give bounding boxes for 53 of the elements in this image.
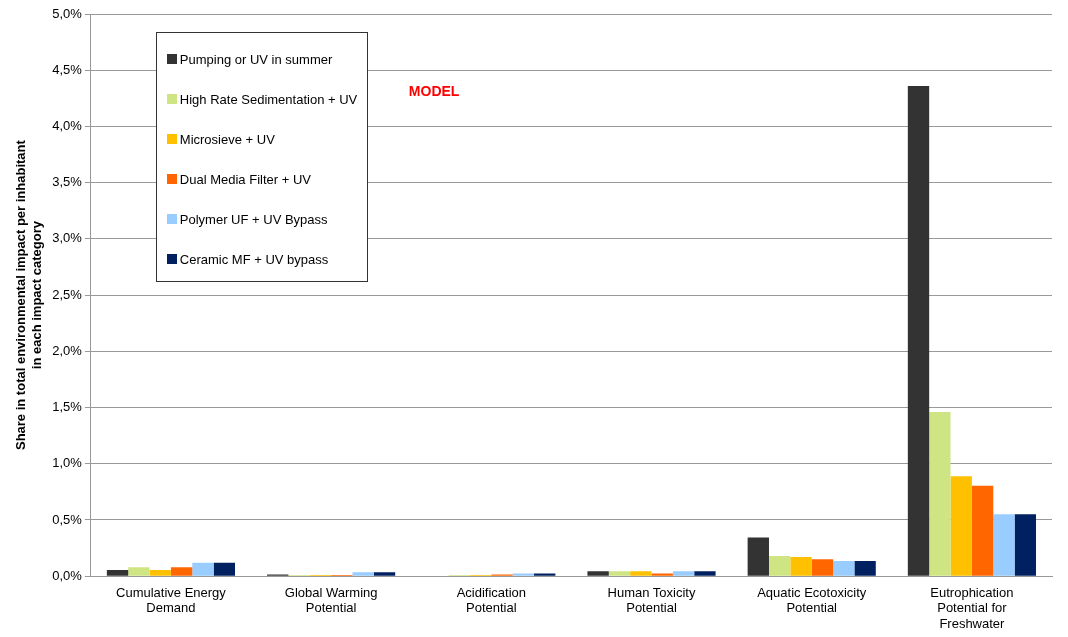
x-tick-label: Global Warming Potential (284, 584, 378, 616)
x-tick-label: Acidification Potential (456, 584, 527, 616)
y-tick-label: 0,5% (52, 511, 83, 527)
x-tick-label: Aquatic Ecotoxicity Potential (757, 584, 867, 616)
y-tick-label: 4,0% (52, 118, 83, 134)
bar (534, 573, 556, 576)
legend-label: Polymer UF + UV Bypass (179, 211, 328, 227)
y-tick-label: 1,5% (52, 399, 83, 415)
bar (833, 561, 855, 576)
bar (854, 561, 876, 576)
legend-label: Ceramic MF + UV bypass (179, 251, 329, 267)
y-axis-title: Share in total environmental impact per inhabitant in each impact category (13, 139, 44, 451)
bar (790, 557, 812, 576)
bar (106, 569, 129, 576)
bar (128, 567, 150, 576)
y-tick-label: 4,5% (52, 61, 83, 77)
bar (149, 569, 171, 576)
bar (768, 555, 791, 576)
y-tick-label: 1,0% (52, 455, 83, 471)
y-tick-label: 5,0% (52, 5, 83, 21)
bar (811, 559, 834, 576)
bar (672, 571, 695, 576)
bar (1014, 514, 1036, 576)
bar (651, 573, 673, 576)
legend-label: Pumping or UV in summer (179, 51, 333, 67)
legend-label: Dual Media Filter + UV (179, 171, 311, 187)
y-tick-label: 2,0% (52, 342, 83, 358)
bar (993, 514, 1015, 576)
legend-label: High Rate Sedimentation + UV (179, 91, 358, 107)
bar (747, 537, 769, 576)
bar (352, 572, 374, 576)
x-tick-label: Human Toxicity Potential (607, 584, 696, 616)
x-tick-label: Eutrophication Potential for Freshwater (930, 584, 1014, 631)
bar (373, 572, 396, 576)
y-tick-label: 3,0% (52, 230, 83, 246)
bar (694, 571, 716, 576)
bar (587, 571, 609, 576)
bar (907, 85, 930, 576)
bar (192, 562, 214, 576)
bar (929, 412, 951, 576)
bar (512, 573, 535, 576)
annotation: MODEL (408, 82, 460, 99)
y-tick-label: 2,5% (52, 286, 83, 302)
bar (971, 485, 994, 576)
y-tick-label: 0,0% (52, 567, 83, 583)
bar (630, 571, 652, 576)
bar (608, 571, 631, 576)
legend-label: Microsieve + UV (179, 131, 275, 147)
bar (213, 562, 236, 576)
bar (950, 476, 972, 576)
bar (170, 567, 193, 576)
y-tick-label: 3,5% (52, 174, 83, 190)
x-tick-label: Cumulative Energy Demand (116, 584, 227, 616)
